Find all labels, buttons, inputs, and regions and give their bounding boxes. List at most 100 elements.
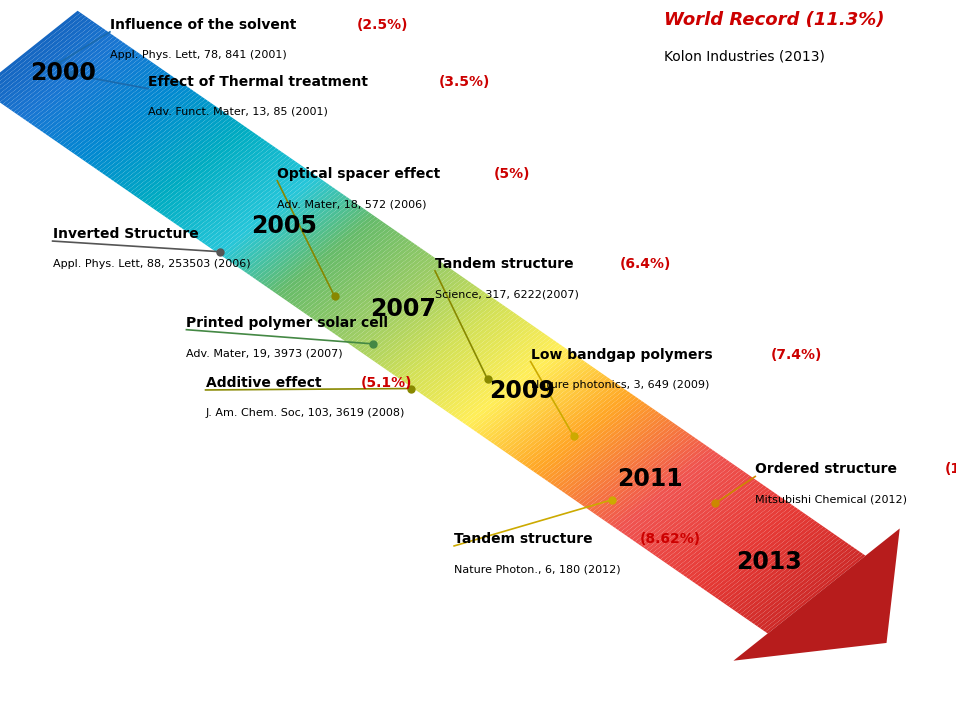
Polygon shape	[714, 519, 815, 598]
Polygon shape	[121, 108, 222, 189]
Polygon shape	[703, 511, 804, 591]
Polygon shape	[94, 89, 194, 169]
Polygon shape	[544, 401, 644, 481]
Polygon shape	[119, 107, 219, 186]
Polygon shape	[564, 415, 664, 495]
Polygon shape	[91, 87, 191, 167]
Polygon shape	[28, 44, 129, 124]
Polygon shape	[368, 279, 469, 359]
Polygon shape	[530, 391, 631, 471]
Text: Additive effect: Additive effect	[206, 376, 326, 390]
Polygon shape	[186, 154, 288, 234]
Polygon shape	[11, 33, 112, 112]
Polygon shape	[326, 250, 426, 330]
Text: 2005: 2005	[251, 214, 316, 238]
Text: Adv. Funct. Mater, 13, 85 (2001): Adv. Funct. Mater, 13, 85 (2001)	[148, 107, 328, 117]
Polygon shape	[428, 320, 529, 401]
Text: Appl. Phys. Lett, 78, 841 (2001): Appl. Phys. Lett, 78, 841 (2001)	[110, 50, 287, 60]
Polygon shape	[266, 209, 367, 289]
Polygon shape	[456, 340, 557, 420]
Polygon shape	[734, 532, 835, 613]
Polygon shape	[130, 115, 230, 194]
Polygon shape	[147, 126, 248, 206]
Text: Nature photonics, 3, 649 (2009): Nature photonics, 3, 649 (2009)	[531, 380, 709, 390]
Polygon shape	[632, 462, 732, 542]
Polygon shape	[691, 503, 793, 583]
Text: 2009: 2009	[489, 379, 555, 403]
Polygon shape	[584, 428, 684, 508]
Text: Adv. Mater, 19, 3973 (2007): Adv. Mater, 19, 3973 (2007)	[186, 348, 343, 358]
Polygon shape	[309, 238, 409, 318]
Polygon shape	[346, 264, 446, 344]
Polygon shape	[385, 291, 486, 371]
Polygon shape	[669, 487, 770, 567]
Polygon shape	[0, 23, 98, 102]
Polygon shape	[232, 185, 333, 265]
Polygon shape	[439, 328, 540, 408]
Polygon shape	[604, 442, 705, 522]
Polygon shape	[218, 176, 318, 255]
Polygon shape	[303, 235, 403, 314]
Polygon shape	[479, 356, 579, 436]
Polygon shape	[85, 84, 185, 163]
Polygon shape	[201, 164, 302, 243]
Polygon shape	[663, 484, 764, 563]
Polygon shape	[82, 82, 183, 161]
Polygon shape	[493, 366, 594, 445]
Polygon shape	[56, 64, 157, 143]
Polygon shape	[354, 269, 455, 350]
Polygon shape	[740, 537, 840, 616]
Polygon shape	[113, 103, 214, 183]
Polygon shape	[127, 113, 228, 192]
Polygon shape	[442, 330, 543, 411]
Polygon shape	[167, 140, 268, 220]
Polygon shape	[641, 468, 741, 547]
Polygon shape	[62, 67, 163, 147]
Polygon shape	[221, 177, 321, 257]
Polygon shape	[576, 423, 676, 503]
Polygon shape	[45, 56, 145, 135]
Polygon shape	[521, 386, 622, 465]
Polygon shape	[467, 348, 568, 428]
Polygon shape	[206, 167, 307, 247]
Polygon shape	[215, 174, 315, 253]
Polygon shape	[101, 95, 203, 175]
Polygon shape	[351, 268, 452, 347]
Polygon shape	[400, 301, 500, 381]
Polygon shape	[587, 430, 687, 510]
Polygon shape	[173, 144, 273, 224]
Polygon shape	[54, 62, 154, 142]
Polygon shape	[558, 411, 659, 491]
Polygon shape	[335, 256, 435, 335]
Polygon shape	[247, 195, 347, 275]
Polygon shape	[212, 172, 313, 251]
Polygon shape	[16, 36, 118, 116]
Polygon shape	[402, 303, 503, 383]
Polygon shape	[726, 527, 826, 606]
Polygon shape	[258, 203, 358, 283]
Polygon shape	[598, 438, 699, 518]
Polygon shape	[189, 156, 291, 235]
Polygon shape	[124, 111, 225, 191]
Polygon shape	[297, 230, 398, 310]
Polygon shape	[36, 50, 137, 130]
Polygon shape	[96, 91, 197, 171]
Polygon shape	[323, 248, 424, 328]
Polygon shape	[340, 260, 441, 340]
Polygon shape	[423, 317, 523, 396]
Polygon shape	[255, 201, 356, 281]
Polygon shape	[179, 148, 279, 228]
Text: 2000: 2000	[30, 61, 96, 85]
Polygon shape	[527, 389, 628, 469]
Polygon shape	[524, 387, 625, 467]
Text: World Record (11.3%): World Record (11.3%)	[664, 11, 885, 28]
Polygon shape	[116, 105, 217, 184]
Polygon shape	[766, 554, 865, 633]
Polygon shape	[13, 34, 115, 114]
Polygon shape	[538, 397, 640, 477]
Polygon shape	[519, 384, 619, 463]
Polygon shape	[723, 525, 823, 604]
Polygon shape	[535, 395, 637, 475]
Polygon shape	[615, 450, 716, 530]
Polygon shape	[357, 272, 458, 352]
